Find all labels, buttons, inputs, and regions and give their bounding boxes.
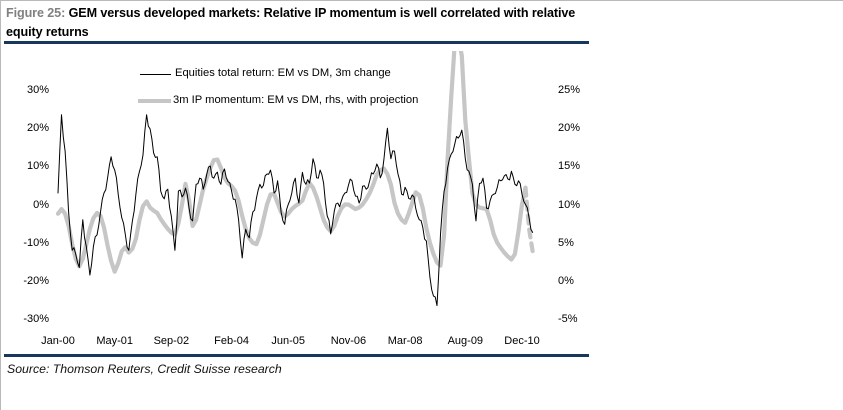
x-axis-tick: Mar-08 (387, 335, 423, 347)
y-axis-tick-left: 0% (33, 198, 49, 211)
y-axis-tick-left: 20% (26, 122, 49, 135)
x-axis-tick: Nov-06 (330, 335, 367, 347)
figure-title: Figure 25: GEM versus developed markets:… (6, 4, 589, 42)
x-axis-tick: Aug-09 (447, 335, 484, 347)
x-axis-tick: Jan-00 (41, 335, 75, 347)
y-axis-tick-left: -30% (23, 313, 49, 325)
y-axis-tick-right: 10% (558, 198, 581, 211)
ip-momentum-line-swatch (138, 98, 171, 103)
equities-line (57, 114, 534, 307)
legend-label-equities: Equities total return: EM vs DM, 3m chan… (175, 67, 391, 79)
x-axis-tick: Sep-02 (153, 335, 190, 347)
y-axis-tick-right: 25% (558, 84, 581, 96)
figure-number-label: Figure 25: (6, 6, 66, 20)
y-axis-tick-left: 10% (26, 160, 49, 173)
ip-momentum-projection-line (523, 185, 535, 254)
x-axis-tick: May-01 (96, 335, 134, 347)
y-axis-tick-right: 0% (558, 274, 574, 287)
chart-plot-area (55, 51, 535, 307)
equities-line-swatch (140, 73, 171, 75)
figure-title-text: GEM versus developed markets: Relative I… (6, 6, 576, 39)
y-axis-tick-right: -5% (558, 312, 578, 325)
y-axis-tick-right: 5% (558, 236, 574, 249)
y-axis-tick-left: -20% (23, 274, 49, 287)
source-note: Source: Thomson Reuters, Credit Suisse r… (7, 362, 282, 376)
y-axis-tick-left: -10% (23, 236, 49, 249)
ip-momentum-line (55, 51, 528, 274)
x-axis-tick: Jun-05 (271, 335, 306, 347)
y-axis-tick-right: 15% (558, 160, 581, 173)
x-axis-tick: Dec-10 (504, 335, 540, 347)
footer-rule (4, 354, 589, 357)
y-axis-tick-left: 30% (26, 83, 49, 96)
legend-label-ip-momentum: 3m IP momentum: EM vs DM, rhs, with proj… (173, 94, 419, 106)
y-axis-tick-right: 20% (558, 122, 581, 135)
x-axis-tick: Feb-04 (214, 335, 249, 347)
title-underline-rule (4, 41, 589, 44)
